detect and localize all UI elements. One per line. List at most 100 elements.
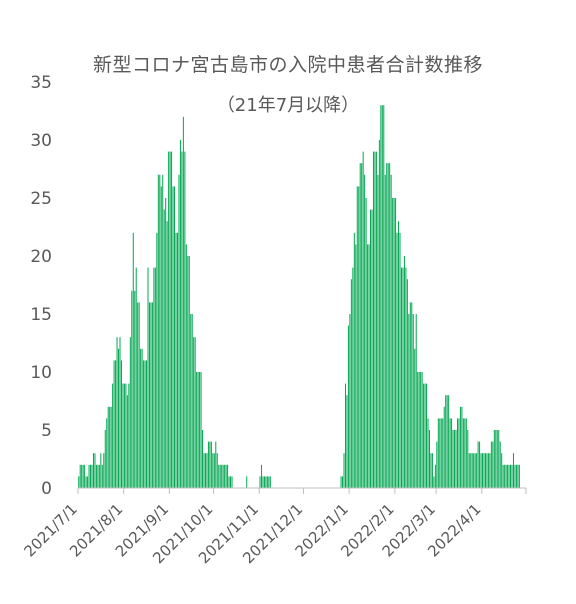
bar <box>468 453 470 488</box>
bar <box>359 163 361 488</box>
bar <box>518 464 520 488</box>
bar <box>426 383 428 488</box>
bar <box>502 464 504 488</box>
bar <box>119 337 121 488</box>
bar <box>163 209 165 488</box>
bar <box>349 314 351 488</box>
bar <box>148 302 150 488</box>
bar <box>458 418 460 488</box>
bar <box>188 256 190 488</box>
bar <box>156 232 158 488</box>
bar <box>219 464 221 488</box>
bar <box>206 453 208 488</box>
bar <box>84 464 86 488</box>
y-tick-label: 20 <box>30 247 52 267</box>
bar <box>128 383 130 488</box>
bar <box>110 406 112 488</box>
bar <box>510 464 512 488</box>
bar <box>95 464 97 488</box>
bar <box>263 476 265 488</box>
bar <box>246 476 248 488</box>
bar <box>402 267 404 488</box>
bar <box>455 430 457 488</box>
bar <box>113 360 115 488</box>
bar <box>464 418 466 488</box>
bar <box>461 406 463 488</box>
bar <box>260 464 262 488</box>
bar <box>437 418 439 488</box>
bar <box>347 325 349 488</box>
bar <box>184 151 186 488</box>
bar <box>104 430 106 488</box>
bar <box>517 464 519 488</box>
bar <box>118 348 120 488</box>
bar <box>489 453 491 488</box>
bar <box>262 476 264 488</box>
bar <box>129 337 131 488</box>
bar <box>169 151 171 488</box>
bar <box>496 430 498 488</box>
bar <box>371 209 373 488</box>
bar <box>85 476 87 488</box>
bar <box>375 151 377 488</box>
bar <box>196 372 198 488</box>
bar <box>204 453 206 488</box>
bar <box>109 406 111 488</box>
bar <box>194 337 196 488</box>
y-tick-label: 0 <box>41 479 52 499</box>
bar <box>358 186 360 488</box>
bar <box>81 464 83 488</box>
bar <box>165 198 167 488</box>
y-tick-label: 10 <box>30 363 52 383</box>
bar <box>190 314 192 488</box>
bar <box>486 453 488 488</box>
bar <box>115 360 117 488</box>
bar <box>340 476 342 488</box>
bar <box>355 244 357 488</box>
bar <box>393 198 395 488</box>
bar <box>203 453 205 488</box>
bar <box>454 430 456 488</box>
bar <box>482 453 484 488</box>
bar <box>191 314 193 488</box>
bar <box>448 395 450 488</box>
y-tick-label: 35 <box>30 73 52 93</box>
bar <box>511 464 513 488</box>
bar <box>222 464 224 488</box>
bar <box>487 453 489 488</box>
bar <box>446 395 448 488</box>
chart-title: 新型コロナ宮古島市の入院中患者合計数推移 <box>92 54 483 76</box>
bar <box>215 441 217 488</box>
bar <box>212 453 214 488</box>
bar <box>122 383 124 488</box>
bar <box>162 174 164 489</box>
y-tick-label: 15 <box>30 305 52 325</box>
bar <box>476 453 478 488</box>
bar <box>505 464 507 488</box>
bar <box>384 174 386 489</box>
bar <box>218 464 220 488</box>
bar <box>123 383 125 488</box>
bar <box>146 360 148 488</box>
bar <box>442 418 444 488</box>
bar <box>440 418 442 488</box>
bar <box>439 418 441 488</box>
bar <box>216 453 218 488</box>
y-tick-label: 25 <box>30 189 52 209</box>
bar <box>209 441 211 488</box>
bar <box>174 186 176 488</box>
bar <box>344 383 346 488</box>
bar <box>120 360 122 488</box>
bar <box>370 209 372 488</box>
bar <box>182 116 184 489</box>
bar <box>176 232 178 488</box>
bar <box>405 267 407 488</box>
bar <box>451 418 453 488</box>
bar <box>484 453 486 488</box>
bar <box>199 372 201 488</box>
bar <box>417 372 419 488</box>
bar <box>495 430 497 488</box>
bar <box>171 151 173 488</box>
bar <box>365 198 367 488</box>
